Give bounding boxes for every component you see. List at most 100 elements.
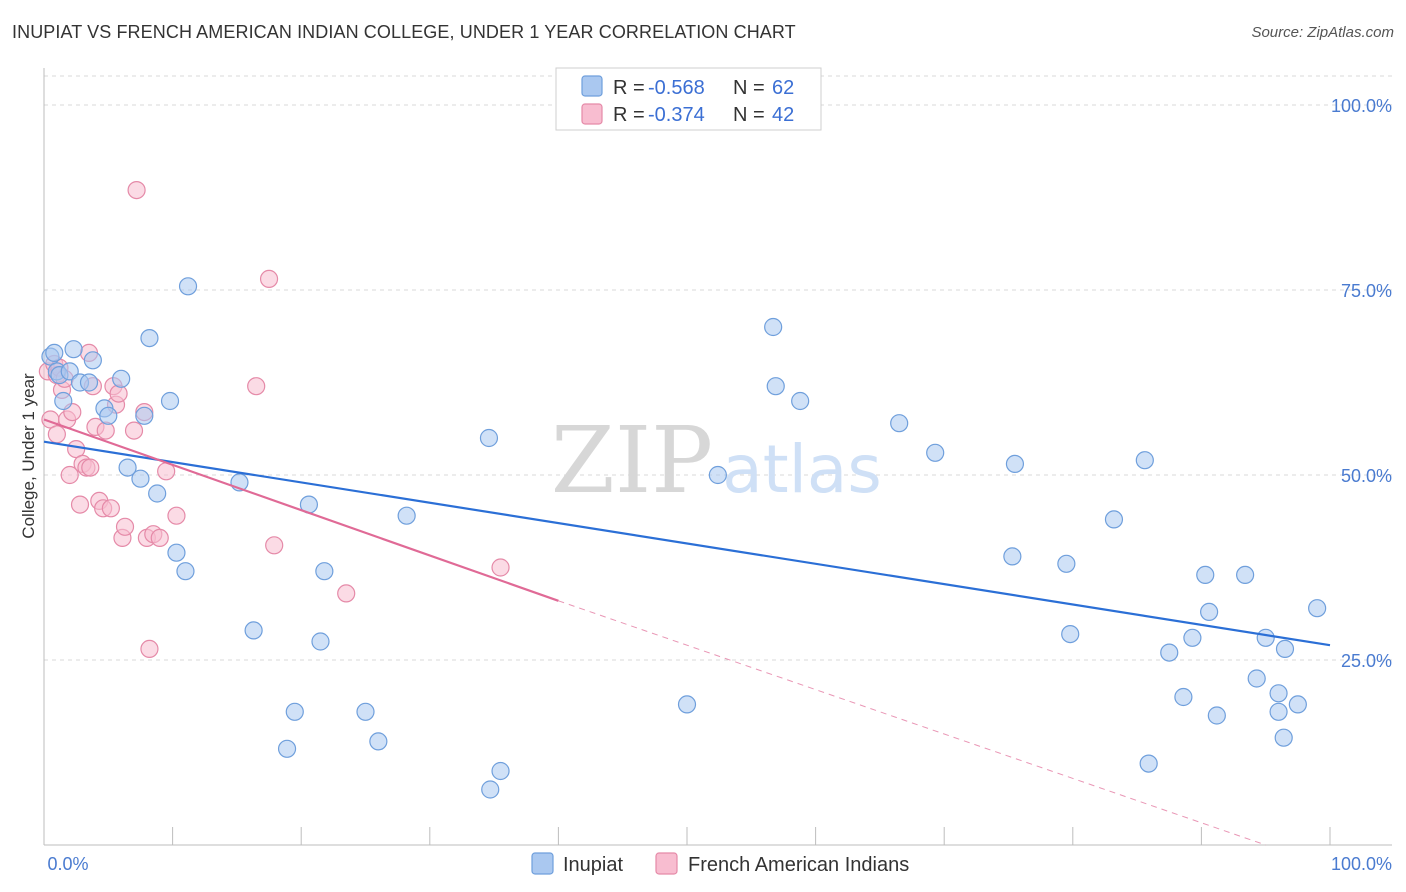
y-tick-label: 25.0% [1341, 651, 1392, 671]
inupiat-point [708, 465, 727, 485]
inupiat-point [244, 621, 263, 640]
series-legend: Inupiat French American Indians [531, 852, 909, 876]
inupiat-point [481, 780, 500, 799]
french-point [491, 558, 510, 577]
french-point [127, 181, 146, 200]
french-point [109, 384, 128, 403]
inupiat-point [160, 391, 180, 411]
inupiat-point [140, 329, 159, 348]
inupiat-point [54, 391, 73, 411]
inupiat-point [1236, 565, 1255, 585]
source-credit: Source: ZipAtlas.com [1251, 24, 1394, 41]
french-point [167, 506, 186, 525]
inupiat-point [99, 406, 118, 425]
inupiat-point [1247, 669, 1266, 688]
inupiat-point [1183, 628, 1202, 647]
inupiat-point [766, 377, 785, 396]
inupiat-point [148, 484, 167, 503]
inupiat-point [1256, 628, 1275, 647]
inupiat-point [1207, 706, 1226, 725]
french-point [70, 495, 90, 514]
inupiat-point [1274, 728, 1293, 747]
inupiat-point [1269, 702, 1288, 721]
grid-layer [44, 75, 1392, 661]
inupiat-point [397, 506, 416, 525]
inupiat-point [285, 702, 304, 721]
legend-r-label: R = [613, 104, 645, 126]
inupiat-point [1308, 599, 1327, 618]
french-point [150, 528, 169, 548]
inupiat-point [1200, 602, 1219, 622]
inupiat-point [764, 317, 783, 337]
inupiat-point [176, 562, 195, 581]
inupiat-point [79, 373, 99, 392]
y-tick-label: 50.0% [1341, 466, 1392, 486]
french-point [47, 425, 66, 444]
inupiat-point [1288, 695, 1307, 714]
series-legend-french: French American Indians [688, 854, 909, 876]
french-point [247, 377, 266, 396]
inupiat-point [315, 562, 334, 581]
inupiat-point [1057, 554, 1076, 573]
inupiat-point [1061, 624, 1080, 644]
inupiat-point [178, 277, 198, 296]
inupiat-point [45, 343, 64, 362]
french-point [101, 499, 120, 518]
y-tick-label: 100.0% [1331, 96, 1392, 116]
watermark-atlas: atlas [722, 431, 882, 508]
french-point [140, 639, 159, 659]
watermark-zip: ZIP [551, 407, 713, 514]
legend-n-label: N = [733, 104, 765, 126]
inupiat-trend-line [43, 440, 1331, 647]
inupiat-point [112, 369, 131, 388]
trend-layer [43, 418, 1331, 846]
y-tick-label: 75.0% [1341, 281, 1392, 301]
french-point [96, 421, 115, 440]
inupiat-point [1196, 565, 1215, 585]
legend-swatch-french [581, 103, 603, 125]
y-axis-label: College, Under 1 year [19, 373, 38, 539]
inupiat-point [791, 391, 810, 411]
chart-title: INUPIAT VS FRENCH AMERICAN INDIAN COLLEG… [12, 22, 796, 42]
french-point [81, 458, 100, 477]
series-legend-inupiat: Inupiat [563, 854, 623, 876]
inupiat-point [356, 702, 375, 721]
series-legend-swatch-french [655, 852, 678, 875]
inupiat-point [64, 340, 83, 359]
legend-r-label: R = [613, 77, 645, 99]
inupiat-point [1139, 754, 1158, 773]
legend-r-value: -0.374 [648, 104, 705, 126]
inupiat-point [1160, 643, 1179, 662]
inupiat-point [677, 695, 697, 714]
inupiat-point [131, 469, 150, 488]
x-tick-label: 0.0% [47, 854, 88, 874]
legend-n-value: 42 [772, 104, 794, 126]
inupiat-point [926, 443, 945, 462]
inupiat-point [1275, 639, 1295, 659]
inupiat-point [491, 761, 510, 781]
watermark: ZIP atlas [551, 407, 882, 514]
inupiat-point [118, 458, 137, 477]
inupiat-point [167, 543, 186, 562]
inupiat-point [1003, 547, 1022, 566]
inupiat-points [41, 277, 1327, 799]
french-point [337, 584, 356, 603]
inupiat-point [1104, 510, 1124, 529]
legend-n-label: N = [733, 77, 765, 99]
french-point [115, 517, 135, 536]
french-trend-extension [558, 600, 1266, 846]
inupiat-point [60, 362, 79, 381]
french-point [124, 421, 144, 440]
legend-r-value: -0.568 [648, 77, 705, 99]
inupiat-point [369, 732, 388, 751]
inupiat-point [1005, 454, 1025, 473]
inupiat-point [1135, 451, 1154, 470]
legend-swatch-inupiat [581, 75, 603, 97]
inupiat-point [1269, 684, 1288, 703]
french-trend-line [43, 418, 559, 602]
inupiat-point [311, 632, 330, 651]
french-point [265, 536, 284, 555]
french-point [259, 269, 279, 288]
inupiat-point [479, 428, 499, 448]
